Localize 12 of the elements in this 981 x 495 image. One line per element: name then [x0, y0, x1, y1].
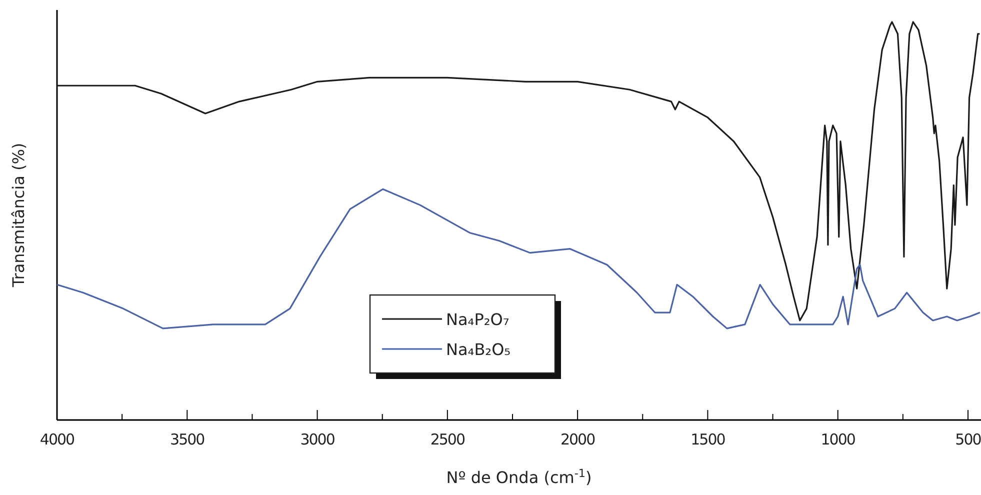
x-tick-label: 3500 [170, 430, 205, 449]
x-tick-label: 1000 [820, 430, 856, 449]
x-tick-label: 2500 [430, 430, 465, 449]
x-tick-label: 2000 [560, 430, 596, 449]
legend-label: Na₄P₂O₇ [446, 310, 510, 329]
x-tick-label: 500 [955, 430, 981, 449]
x-tick-label: 1500 [690, 430, 726, 449]
legend-label: Na₄B₂O₅ [446, 340, 511, 359]
y-axis-title: Transmitância (%) [9, 142, 28, 288]
x-tick-label: 3000 [300, 430, 335, 449]
x-axis-title: Nº de Onda (cm$^{-1}$) [446, 466, 592, 487]
x-tick-label: 4000 [40, 430, 75, 449]
